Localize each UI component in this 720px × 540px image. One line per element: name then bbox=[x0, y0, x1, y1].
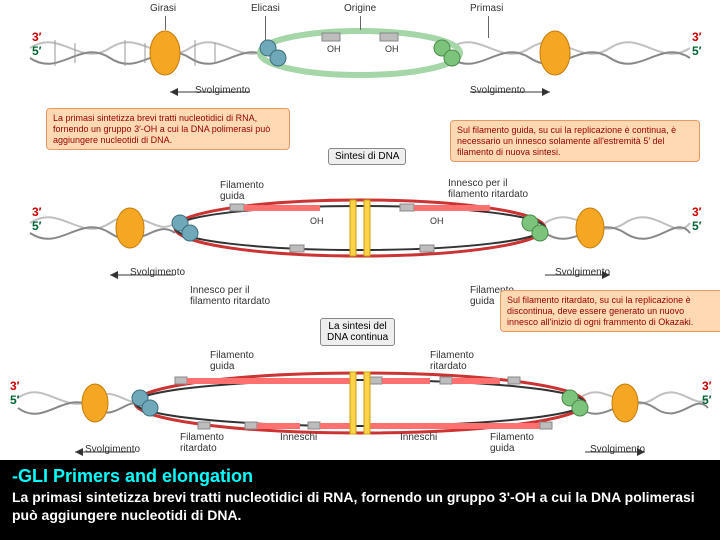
callout-guida: Sul filamento guida, su cui la replicazi… bbox=[450, 120, 700, 162]
end-5-2l: 5′ bbox=[32, 219, 42, 233]
svolg-2l: Svolgimento bbox=[130, 267, 185, 278]
fil-guida-2l: Filamento guida bbox=[220, 180, 264, 202]
caption-title: -GLI Primers and elongation bbox=[12, 466, 708, 487]
stage-2-svg bbox=[0, 175, 720, 295]
end-5-2r: 5′ bbox=[692, 219, 702, 233]
oh-2b: OH bbox=[430, 216, 444, 226]
fil-rit-3r: Filamento ritardato bbox=[430, 350, 474, 372]
innesco-rit-2r: Innesco per il filamento ritardato bbox=[448, 178, 528, 200]
end-3-tr: 3′ bbox=[692, 30, 702, 44]
end-3-tl: 3′ bbox=[32, 30, 42, 44]
end-3-2l: 3′ bbox=[32, 205, 42, 219]
end-5-bl: 5′ bbox=[32, 44, 42, 58]
inneschi-3l: Inneschi bbox=[280, 432, 317, 443]
end-3-3l: 3′ bbox=[10, 379, 20, 393]
end-5-br: 5′ bbox=[692, 44, 702, 58]
end-5-3r: 5′ bbox=[702, 393, 712, 407]
end-3-2r: 3′ bbox=[692, 205, 702, 219]
svolg-1r: Svolgimento bbox=[470, 85, 525, 96]
callout-ritardato: Sul filamento ritardato, su cui la repli… bbox=[500, 290, 720, 332]
end-5-3l: 5′ bbox=[10, 393, 20, 407]
svolg-3l: Svolgimento bbox=[85, 444, 140, 455]
origine-label: Origine bbox=[344, 3, 376, 14]
primasi-label: Primasi bbox=[470, 3, 503, 14]
dna-replication-diagram: Girasi Elicasi Origine Primasi 3′ 5′ 3′ … bbox=[0, 0, 720, 460]
elicasi-label: Elicasi bbox=[251, 3, 280, 14]
innesco-rit-2l: Innesco per il filamento ritardato bbox=[190, 285, 270, 307]
end-3-3r: 3′ bbox=[702, 379, 712, 393]
svolg-2r: Svolgimento bbox=[555, 267, 610, 278]
fil-rit-3l: Filamento ritardato bbox=[180, 432, 224, 454]
caption-block: -GLI Primers and elongation La primasi s… bbox=[0, 460, 720, 540]
callout-primasi: La primasi sintetizza brevi tratti nucle… bbox=[46, 108, 290, 150]
oh-2: OH bbox=[385, 44, 399, 54]
oh-2a: OH bbox=[310, 216, 324, 226]
oh-1: OH bbox=[327, 44, 341, 54]
inneschi-3r: Inneschi bbox=[400, 432, 437, 443]
svolg-3r: Svolgimento bbox=[590, 444, 645, 455]
svolg-1l: Svolgimento bbox=[195, 85, 250, 96]
fil-guida-3r: Filamento guida bbox=[490, 432, 534, 454]
girasi-label: Girasi bbox=[150, 3, 176, 14]
box-sintesi: Sintesi di DNA bbox=[328, 148, 406, 165]
fil-guida-3l: Filamento guida bbox=[210, 350, 254, 372]
box-continua: La sintesi del DNA continua bbox=[320, 318, 395, 346]
caption-body: La primasi sintetizza brevi tratti nucle… bbox=[12, 489, 708, 524]
